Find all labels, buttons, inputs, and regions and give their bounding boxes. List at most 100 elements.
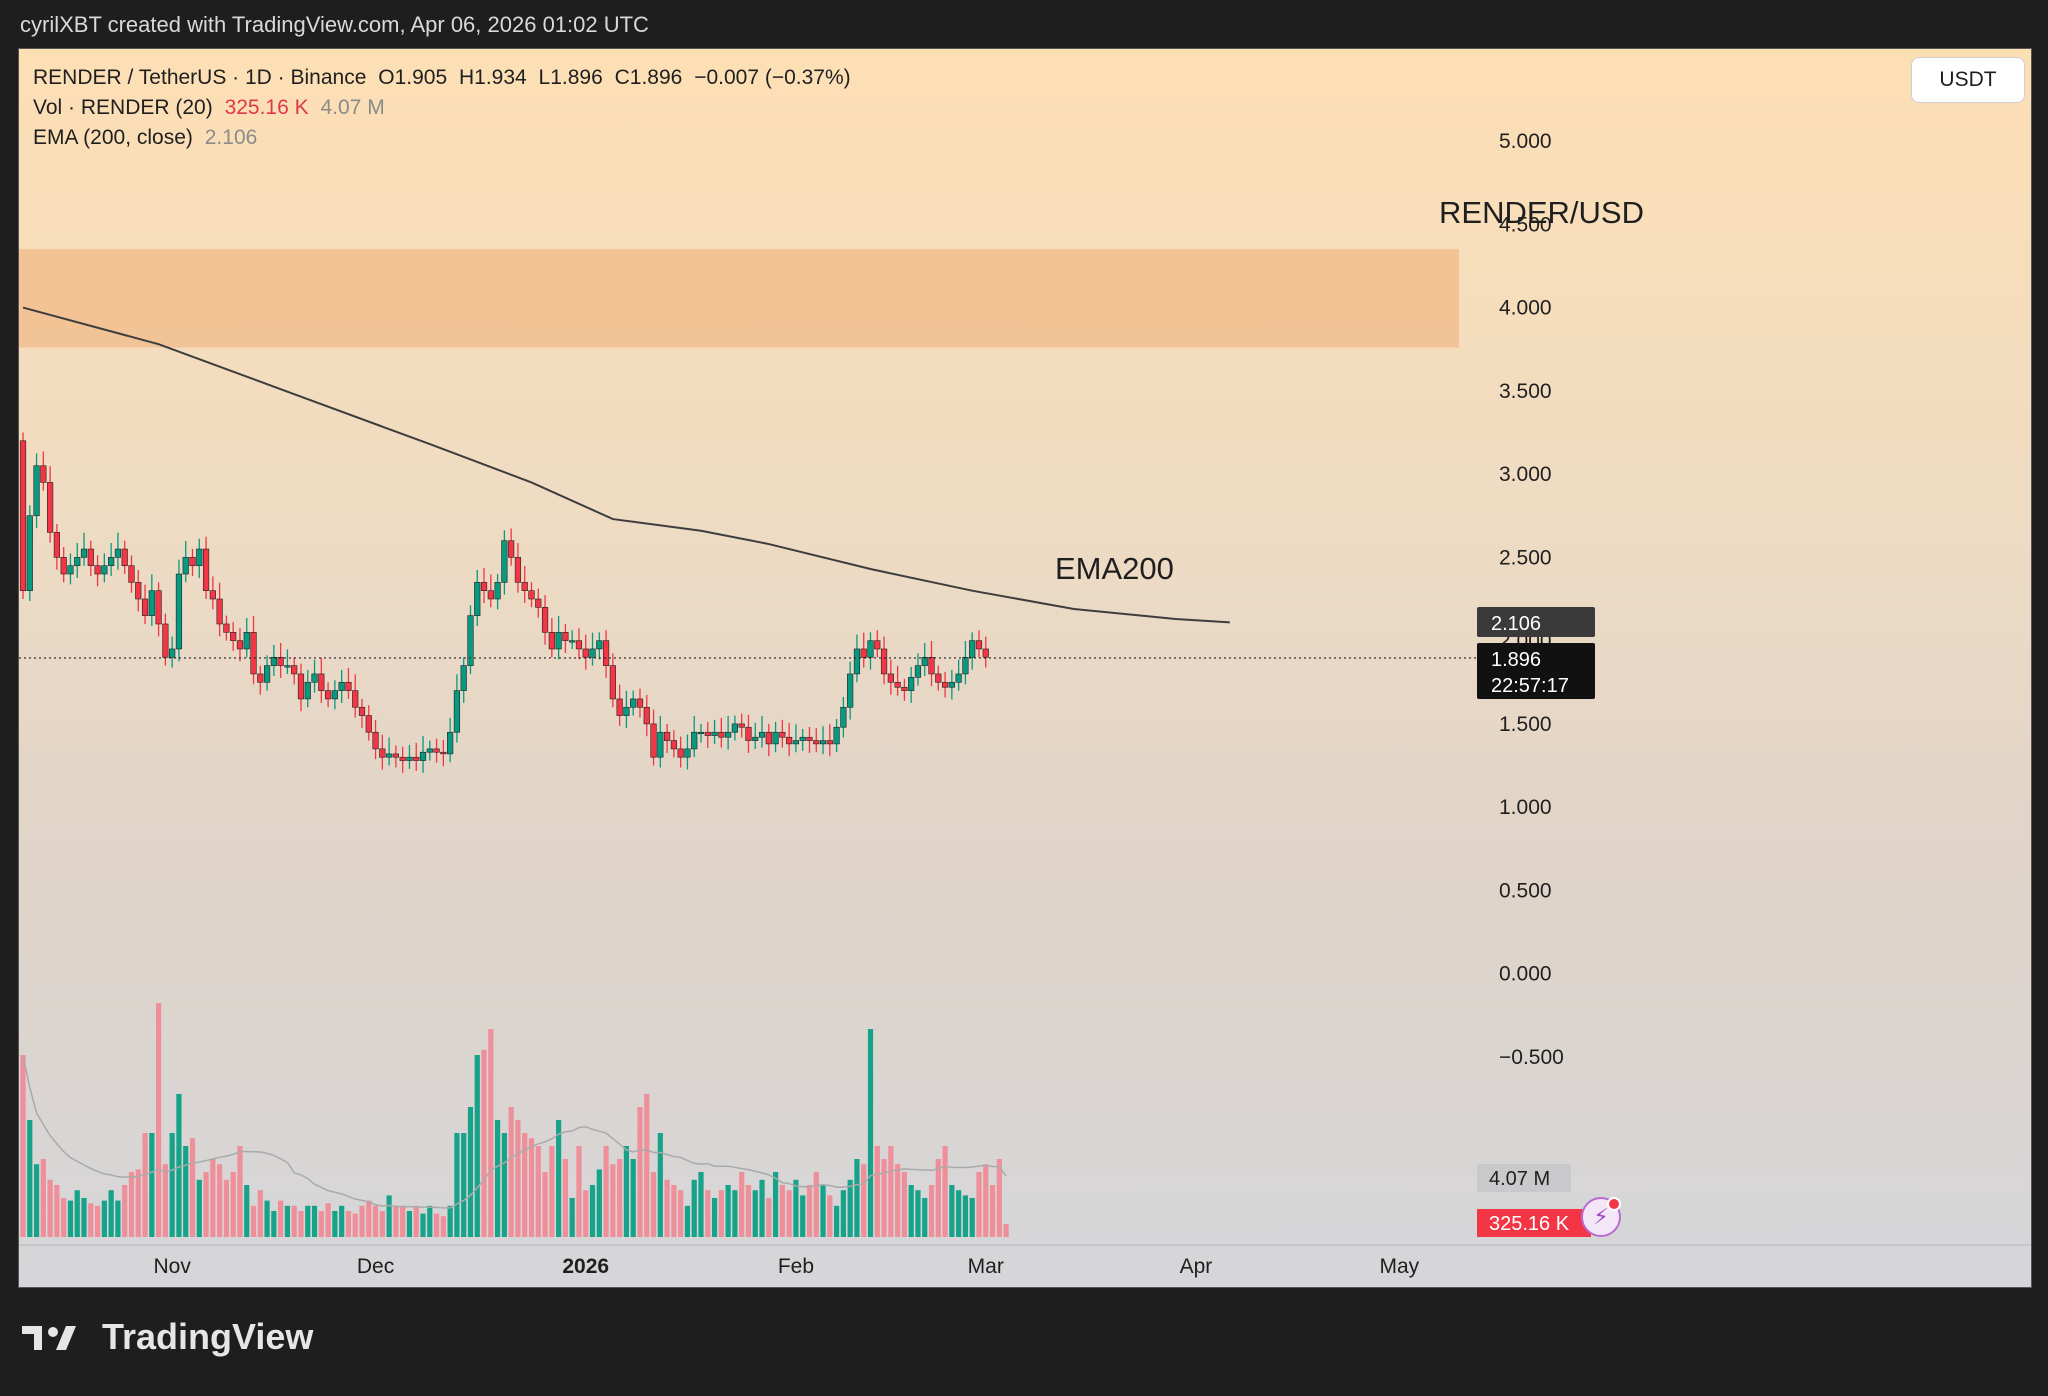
- x-tick-label: Apr: [1180, 1255, 1213, 1278]
- legend-vol-label[interactable]: Vol · RENDER (20): [33, 96, 213, 119]
- volume-bar: [20, 1055, 26, 1237]
- x-tick-label: May: [1379, 1255, 1419, 1278]
- currency-button[interactable]: USDT: [1911, 57, 2025, 103]
- candle-body: [555, 632, 562, 650]
- volume-bar: [474, 1055, 480, 1237]
- candle-body: [169, 648, 176, 658]
- volume-bar: [589, 1185, 596, 1237]
- volume-bar: [705, 1190, 711, 1237]
- candle-body: [372, 731, 379, 750]
- candle-body: [196, 548, 203, 566]
- candle-body: [948, 681, 955, 688]
- candle-body: [935, 673, 942, 683]
- candle-body: [745, 726, 752, 741]
- candle-body: [80, 548, 88, 558]
- candle-body: [331, 690, 338, 700]
- volume-bar: [393, 1205, 399, 1237]
- volume-bar: [922, 1198, 928, 1237]
- legend-vol-ma: 4.07 M: [320, 96, 385, 119]
- legend-symbol[interactable]: RENDER / TetherUS · 1D · Binance: [33, 66, 367, 89]
- candle-body: [324, 690, 332, 700]
- volume-bar: [515, 1120, 521, 1237]
- volume-bar: [291, 1205, 297, 1237]
- candle-body: [33, 465, 40, 517]
- volume-bar: [332, 1211, 338, 1237]
- volume-bar: [305, 1205, 311, 1237]
- volume-bar: [928, 1185, 935, 1237]
- candle-body: [596, 640, 603, 650]
- candle-body: [141, 598, 149, 616]
- candle-body: [101, 565, 108, 575]
- notification-dot: [1607, 1197, 1621, 1211]
- volume-bar: [162, 1164, 168, 1237]
- legend-ema-label[interactable]: EMA (200, close): [33, 126, 193, 149]
- volume-bar: [725, 1185, 731, 1237]
- candle-body: [53, 532, 60, 558]
- volume-bar: [528, 1138, 535, 1237]
- candle-body: [650, 723, 657, 758]
- volume-bar: [81, 1198, 87, 1237]
- y-tick-label: 0.000: [1499, 963, 1552, 986]
- chart-legend: RENDER / TetherUS · 1D · Binance O1.905 …: [33, 63, 857, 153]
- legend-ema-row: EMA (200, close) 2.106: [33, 123, 857, 153]
- candle-body: [426, 748, 433, 753]
- candle-body: [345, 681, 352, 691]
- candle-body: [365, 715, 372, 733]
- volume-bar: [915, 1190, 921, 1237]
- volume-bar: [244, 1185, 250, 1237]
- candle-body: [162, 623, 169, 658]
- volume-bar: [793, 1179, 799, 1237]
- volume-bar: [786, 1190, 792, 1237]
- volume-bar: [650, 1172, 657, 1237]
- volume-bar: [840, 1190, 846, 1237]
- candle-body: [962, 656, 969, 675]
- legend-close: C1.896: [614, 66, 683, 89]
- volume-bar: [461, 1133, 467, 1237]
- chart-panel[interactable]: 5.000 4.500 4.000 3.500 3.000 2.500 2.000 1.500…: [18, 48, 2032, 1288]
- x-tick-label: 2026: [562, 1255, 609, 1278]
- candle-body: [121, 548, 128, 566]
- candle-body: [47, 482, 54, 533]
- volume-bar: [610, 1164, 616, 1237]
- volume-bar: [427, 1205, 433, 1237]
- legend-ohlc-row: RENDER / TetherUS · 1D · Binance O1.905 …: [33, 63, 857, 93]
- x-tick-label: Dec: [357, 1255, 394, 1278]
- volume-bar: [569, 1198, 575, 1237]
- candle-body: [826, 740, 833, 745]
- price-chart[interactable]: 5.0004.5004.0003.5003.0002.5002.0001.500…: [19, 49, 2031, 1287]
- volume-bar: [881, 1159, 887, 1237]
- y-tick-label: 1.000: [1499, 796, 1552, 819]
- candle-body: [901, 686, 908, 691]
- vol-tag-text: 325.16 K: [1489, 1213, 1570, 1235]
- last-price-tag: [1477, 642, 1595, 699]
- candle-body: [453, 690, 461, 733]
- candle-body: [786, 736, 793, 745]
- candle-body: [684, 748, 691, 758]
- y-tick-label: 3.500: [1499, 380, 1552, 403]
- candle-body: [738, 723, 745, 728]
- candle-body: [880, 648, 888, 675]
- candle-body: [921, 656, 928, 666]
- candle-body: [670, 740, 677, 750]
- candle-body: [718, 731, 725, 738]
- legend-change: −0.007 (−0.37%): [694, 66, 851, 89]
- candle-body: [277, 656, 284, 666]
- volume-bar: [196, 1179, 202, 1237]
- tradingview-logo[interactable]: TradingView: [22, 1316, 313, 1358]
- volume-bar: [854, 1159, 860, 1237]
- volume-bar: [874, 1146, 880, 1237]
- volume-bar: [976, 1172, 982, 1237]
- y-tick-label: 2.500: [1499, 546, 1552, 569]
- candle-body: [128, 565, 135, 583]
- bolt-icon[interactable]: ⚡: [1581, 1197, 1621, 1237]
- candle-body: [548, 632, 555, 650]
- volume-bar: [718, 1190, 724, 1237]
- volume-bar: [969, 1198, 975, 1237]
- candle-body: [501, 540, 508, 583]
- candle-body: [691, 731, 698, 750]
- volume-bar: [257, 1190, 263, 1237]
- volume-bar: [901, 1172, 907, 1237]
- candle-body: [148, 590, 155, 616]
- candle-body: [840, 706, 847, 728]
- volume-bar: [189, 1138, 196, 1237]
